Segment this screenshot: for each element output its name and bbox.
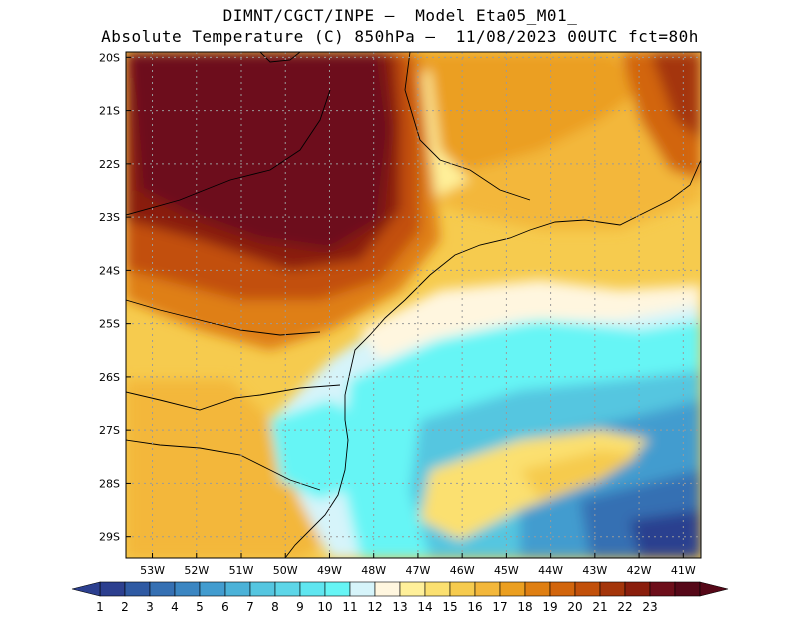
colorbar-label: 23: [642, 600, 657, 614]
colorbar-label: 1: [96, 600, 104, 614]
colorbar-label: 19: [542, 600, 557, 614]
colorbar-label: 14: [417, 600, 432, 614]
colorbar-label: 6: [221, 600, 229, 614]
graticule: [126, 52, 701, 558]
lat-label: 27S: [99, 424, 120, 437]
lon-label: 42W: [627, 564, 652, 577]
lat-label: 25S: [99, 318, 120, 331]
colorbar-label: 12: [367, 600, 382, 614]
colorbar-label: 16: [467, 600, 482, 614]
colorbar-swatch: [99, 581, 126, 597]
colorbar-label: 11: [342, 600, 357, 614]
colorbar-label: 22: [617, 600, 632, 614]
latitude-labels: 20S 21S 22S 23S 24S 25S 26S 27S 28S 29S: [99, 51, 131, 544]
lat-label: 29S: [99, 531, 120, 544]
colorbar-arrow-low: [71, 581, 101, 597]
coastlines-borders: [126, 52, 701, 558]
colorbar-swatch: [249, 581, 276, 597]
plot-frame: [125, 51, 702, 559]
colorbar-label: 8: [271, 600, 279, 614]
field-west-23: [130, 52, 390, 250]
colorbar-swatch: [224, 581, 251, 597]
lon-label: 49W: [317, 564, 342, 577]
border-sp-pr: [126, 299, 321, 336]
colorbar-swatch: [424, 581, 451, 597]
colorbar-label: 17: [492, 600, 507, 614]
lon-label: 48W: [361, 564, 386, 577]
colorbar-label: 10: [317, 600, 332, 614]
colorbar: 1 2 3 4 5 6 7 8 9 10 11 12 13 14 15 16 17 18 19 20 21 22 23: [71, 581, 729, 614]
colorbar-label: 7: [246, 600, 254, 614]
colorbar-label: 20: [567, 600, 582, 614]
lat-label: 23S: [99, 211, 120, 224]
colorbar-arrow-high: [699, 581, 729, 597]
colorbar-label: 3: [146, 600, 154, 614]
border-ms-sp: [126, 89, 331, 216]
colorbar-swatch: [674, 581, 701, 597]
colorbar-label: 9: [296, 600, 304, 614]
field-band-ne-16: [400, 52, 640, 170]
colorbar-label: 5: [196, 600, 204, 614]
field-warm-tongue-core: [520, 450, 640, 500]
field-band-ne-21: [650, 52, 701, 140]
colorbar-swatch: [549, 581, 576, 597]
colorbar-swatch: [474, 581, 501, 597]
temperature-field: [126, 52, 701, 558]
border-sc-rs: [126, 439, 321, 491]
colorbar-swatch: [449, 581, 476, 597]
border-pr-sc: [126, 384, 341, 411]
colorbar-swatch: [274, 581, 301, 597]
lon-label: 46W: [450, 564, 475, 577]
colorbar-swatch: [499, 581, 526, 597]
colorbar-label: 15: [442, 600, 457, 614]
colorbar-swatch: [574, 581, 601, 597]
lat-label: 26S: [99, 371, 120, 384]
coastline: [284, 159, 701, 558]
colorbar-label: 18: [517, 600, 532, 614]
lat-label: 28S: [99, 477, 120, 490]
lon-label: 43W: [582, 564, 607, 577]
colorbar-swatch: [349, 581, 376, 597]
lon-label: 50W: [273, 564, 298, 577]
lat-label: 21S: [99, 105, 120, 118]
title-line-2: Absolute Temperature (C) 850hPa – 11/08/…: [101, 27, 699, 46]
colorbar-swatch: [174, 581, 201, 597]
lon-label: 51W: [229, 564, 254, 577]
colorbar-swatch: [124, 581, 151, 597]
colorbar-label: 4: [171, 600, 179, 614]
colorbar-label: 13: [392, 600, 407, 614]
colorbar-swatch: [374, 581, 401, 597]
colorbar-swatch: [524, 581, 551, 597]
lon-label: 44W: [538, 564, 563, 577]
colorbar-swatch: [299, 581, 326, 597]
colorbar-swatch: [599, 581, 626, 597]
colorbar-swatch: [649, 581, 676, 597]
colorbar-swatch: [199, 581, 226, 597]
longitude-labels: 53W 52W 51W 50W 49W 48W 47W 46W 45W 44W 43W 42W 41W: [140, 553, 696, 577]
border-mg-rj: [404, 52, 531, 201]
field-sw-15: [126, 380, 330, 558]
colorbar-label: 2: [121, 600, 129, 614]
colorbar-swatch: [624, 581, 651, 597]
lon-label: 41W: [671, 564, 696, 577]
lon-label: 47W: [405, 564, 430, 577]
colorbar-swatch: [399, 581, 426, 597]
lon-label: 45W: [494, 564, 519, 577]
colorbar-swatch: [324, 581, 351, 597]
lat-label: 22S: [99, 158, 120, 171]
title-line-1: DIMNT/CGCT/INPE – Model Eta05_M01_: [222, 6, 578, 25]
field-coast-cold: [270, 400, 380, 500]
colorbar-label: 21: [592, 600, 607, 614]
lat-label: 20S: [99, 51, 120, 64]
colorbar-swatch: [149, 581, 176, 597]
field-pale-band: [360, 280, 701, 360]
lon-label: 52W: [184, 564, 209, 577]
lat-label: 24S: [99, 264, 120, 277]
lon-label: 53W: [140, 564, 165, 577]
